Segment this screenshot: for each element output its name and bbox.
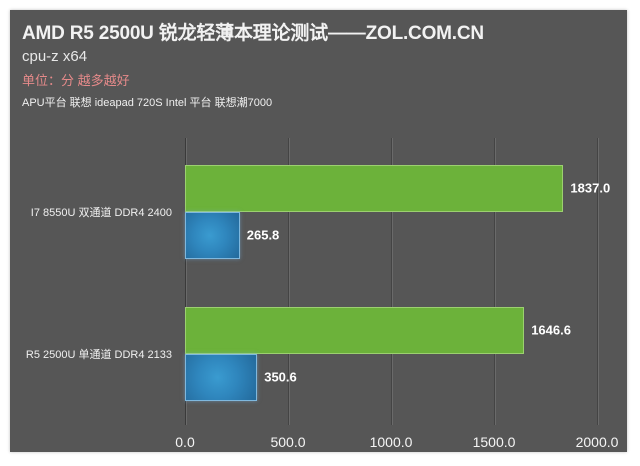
chart-subtitle: cpu-z x64 [22, 48, 88, 65]
category-label: R5 2500U 单通道 DDR4 2133 [25, 349, 172, 361]
gridline [288, 138, 289, 425]
bar-series-1 [185, 307, 525, 354]
gridline [597, 138, 598, 425]
value-label: 265.8 [246, 227, 280, 243]
gridline [185, 138, 186, 425]
unit-note: 单位：分 越多越好 [22, 73, 130, 88]
platform-note: APU平台 联想 ideapad 720S Intel 平台 联想潮7000 [22, 97, 273, 109]
bar-series-2 [185, 212, 240, 259]
x-tick-label: 1000.0 [369, 434, 413, 450]
chart-panel: AMD R5 2500U 锐龙轻薄本理论测试——ZOL.COM.CN cpu-z… [10, 10, 627, 452]
chart-title: AMD R5 2500U 锐龙轻薄本理论测试——ZOL.COM.CN [22, 23, 484, 44]
x-tick-label: 2000.0 [575, 434, 619, 450]
gridline [494, 138, 495, 425]
bar-series-1 [185, 165, 564, 212]
value-label: 1837.0 [570, 180, 611, 196]
x-tick-label: 0.0 [175, 434, 195, 450]
gridline [391, 138, 392, 425]
value-label: 350.6 [264, 369, 297, 385]
bar-series-2 [185, 354, 258, 401]
x-tick-label: 500.0 [270, 434, 306, 450]
value-label: 1646.6 [531, 322, 571, 338]
x-tick-label: 1500.0 [472, 434, 516, 450]
category-label: I7 8550U 双通道 DDR4 2400 [30, 207, 172, 219]
